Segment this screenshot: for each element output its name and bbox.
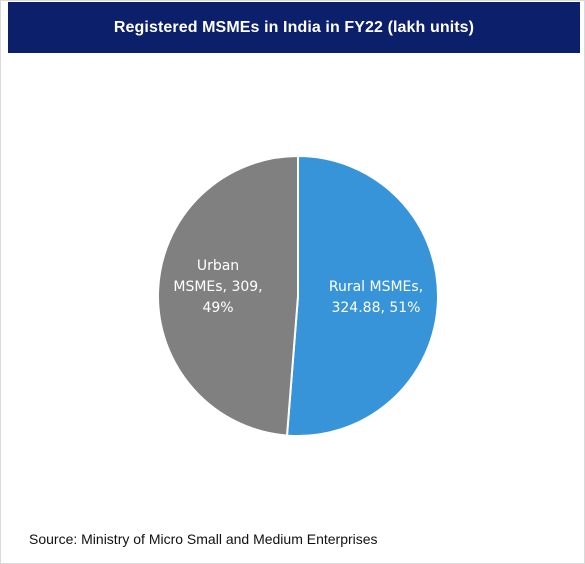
chart-title-bar: Registered MSMEs in India in FY22 (lakh … <box>8 2 580 53</box>
data-label-urban-msmes: Urban MSMEs, 309, 49% <box>173 258 262 316</box>
data-label-rural-msmes: Rural MSMEs, 324.88, 51% <box>329 279 423 316</box>
chart-title: Registered MSMEs in India in FY22 (lakh … <box>113 18 475 36</box>
pie-chart-area: Rural MSMEs, 324.88, 51% Urban MSMEs, 309, 4… <box>1 53 585 513</box>
pie-slice-urban-msmes <box>157 154 299 437</box>
pie-chart: Rural MSMEs, 324.88, 51% Urban MSMEs, 309, 4… <box>157 154 439 437</box>
source-note: Source: Ministry of Micro Small and Medi… <box>29 531 378 547</box>
pie-slice-rural-msmes <box>285 154 439 437</box>
